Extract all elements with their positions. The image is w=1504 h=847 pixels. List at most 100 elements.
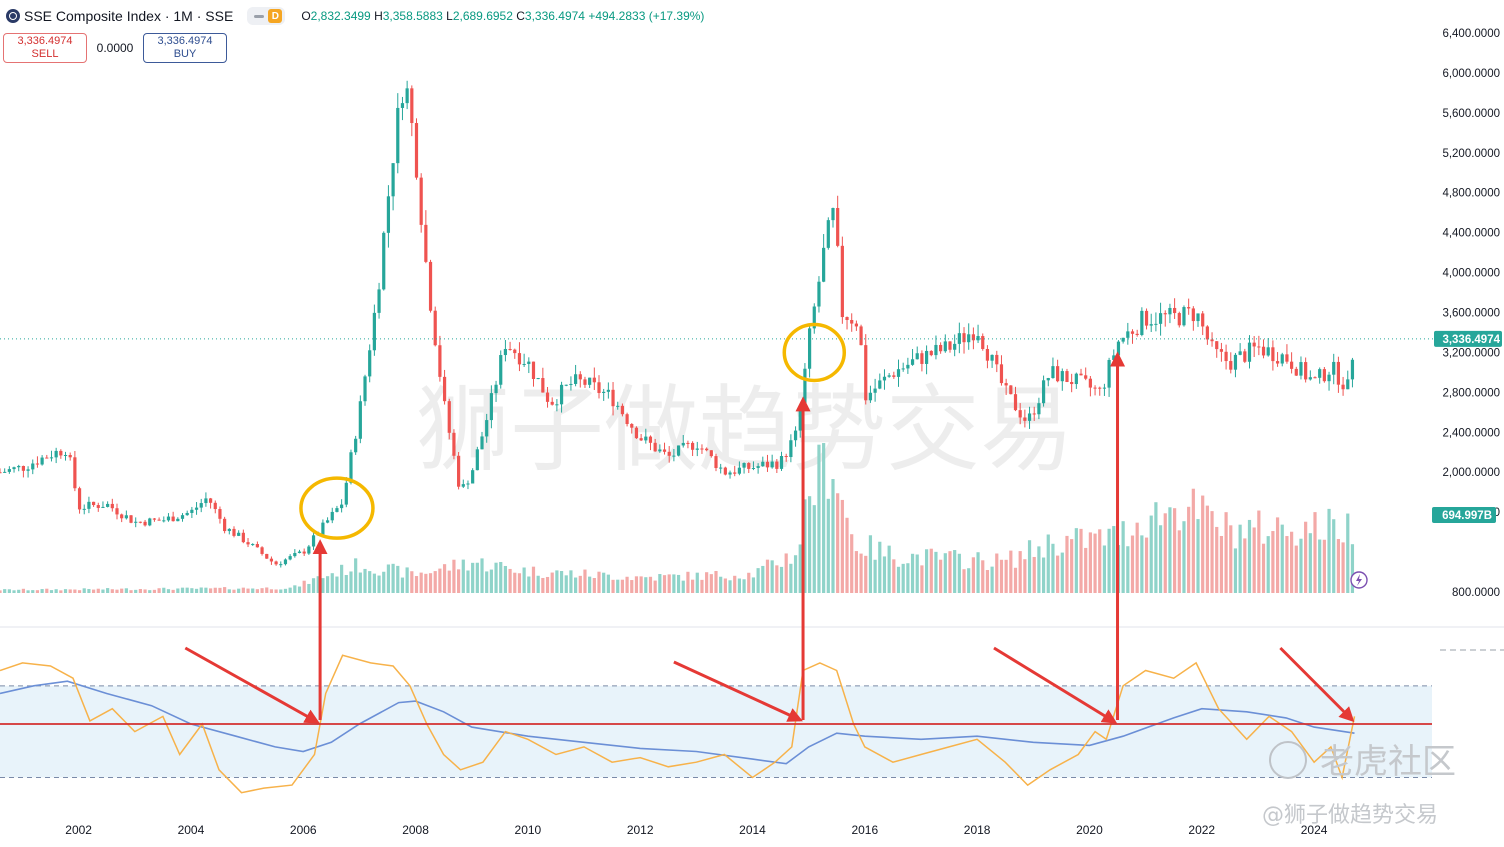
candle-body [40,457,44,465]
collapse-icon[interactable] [254,14,265,18]
volume-bar [475,562,479,593]
candle-body [330,511,334,521]
volume-bar [162,587,166,593]
candle-body [976,336,980,341]
volume-bar [391,563,395,593]
volume-bar [929,548,933,593]
volume-bar [934,551,938,593]
candle-body [382,232,386,290]
volume-bar [513,572,517,593]
symbol-title[interactable]: SSE Composite Index · 1M · SSE [24,8,234,24]
volume-bar [1027,540,1032,593]
volume-bar [648,576,653,593]
candle-body [971,334,975,341]
interval-pill[interactable]: D [247,7,286,25]
candle-body [822,247,826,282]
volume-bar [807,496,812,593]
candle-body [733,472,737,474]
candle-body [588,377,592,385]
candle-body [1041,380,1046,404]
volume-bar [134,589,138,593]
volume-bar [620,579,625,593]
candle-body [1290,361,1294,369]
volume-bar [1346,513,1350,593]
candle-body [1065,371,1069,383]
candle-body [817,281,821,307]
candle-body [1346,379,1350,390]
volume-bar [887,545,891,593]
volume-bar [138,589,142,593]
volume-bar [545,576,550,593]
volume-bar [120,588,124,593]
volume-bar [536,575,540,593]
volume-bar [555,570,559,593]
handle-watermark: @狮子做趋势交易 [1262,803,1438,828]
volume-bar [854,551,858,593]
volume-bar [1126,546,1130,593]
candle-body [283,559,288,565]
volume-bar [1327,508,1331,593]
candle-body [653,442,657,452]
candle-body [447,401,451,433]
volume-bar [705,572,709,593]
volume-bar [1243,538,1247,593]
candle-body [288,556,292,560]
price-tick-label: 4,800.0000 [1442,188,1500,200]
volume-bar [892,559,896,593]
buy-button[interactable]: 3,336.4974 BUY [143,33,227,63]
volume-bar [812,505,816,593]
candle-body [929,350,933,356]
candle-body [424,224,428,262]
volume-bar [283,588,288,593]
candle-body [901,368,905,370]
candle-body [700,448,704,450]
candle-body [574,374,578,384]
volume-bar [592,577,596,593]
candle-body [1252,342,1256,347]
candle-body [765,461,770,468]
sse-logo-icon [6,9,20,23]
candle-body [779,456,784,469]
candle-body [1215,341,1219,350]
volume-bar [1046,534,1050,593]
candle-body [1191,308,1195,322]
signal-arrow [673,660,803,722]
volume-bar [939,559,943,593]
candle-body [513,349,517,354]
volume-bar [269,589,274,593]
candle-body [101,506,105,508]
time-tick-label: 2002 [65,823,92,837]
candle-body [555,404,559,406]
candle-body [199,503,203,508]
volume-bar [1051,543,1055,593]
volume-bar [255,589,259,593]
candle-body [410,88,414,124]
candle-body [279,564,283,566]
volume-bar [943,553,947,593]
volume-bar [251,588,255,593]
volume-bar [396,565,400,593]
volume-bar [1112,526,1116,593]
volume-bar [1032,556,1036,593]
candle-body [705,448,709,451]
volume-bar [920,565,924,593]
volume-bar [672,574,676,593]
candle-body [564,384,568,386]
volume-bar [433,571,437,593]
sell-button[interactable]: 3,336.4974 SELL [3,33,87,63]
candle-body [583,379,587,385]
volume-bar [1247,519,1252,593]
candle-body [73,457,77,489]
candle-body [948,341,952,350]
volume-bar [1168,507,1172,593]
volume-bar [246,588,250,593]
candle-body [124,515,128,519]
volume-bar [1107,528,1111,593]
volume-bar [1275,517,1280,593]
volume-bar [1088,532,1092,593]
volume-bar [49,590,54,593]
volume-bar [967,568,971,593]
candle-body [1229,361,1233,370]
volume-bar [503,565,508,593]
